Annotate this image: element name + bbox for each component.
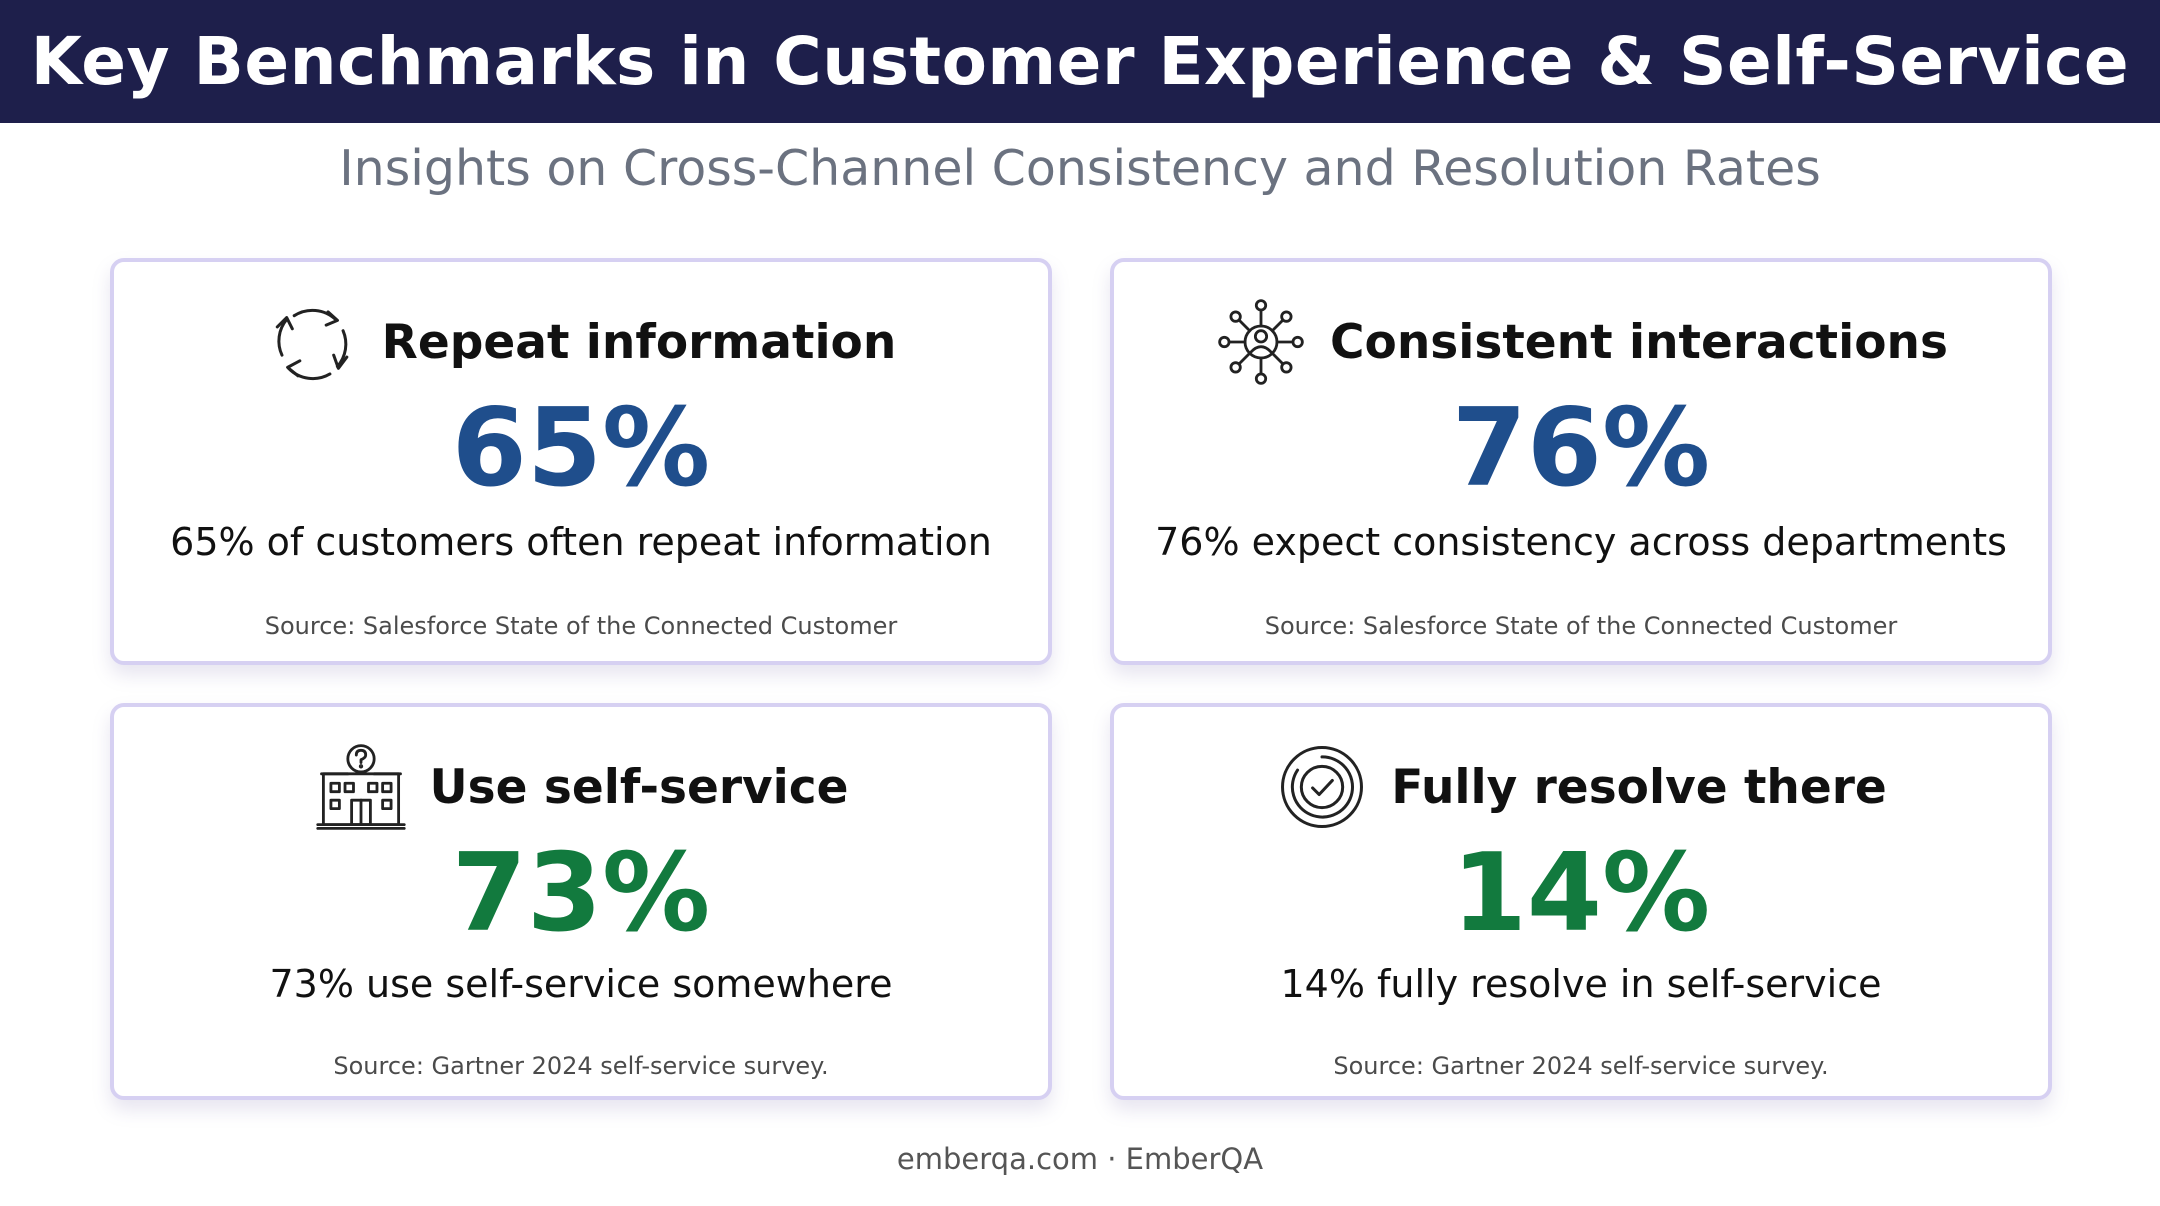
footer-credit: emberqa.com · EmberQA (896, 1142, 1264, 1176)
card-source: Source: Gartner 2024 self-service survey… (333, 1052, 829, 1080)
card-source: Source: Salesforce State of the Connecte… (1264, 612, 1898, 640)
stat-card-use-self-service: Use self-service 73% 73% use self-servic… (110, 703, 1052, 1100)
network-hub-icon (1214, 295, 1308, 389)
stat-card-fully-resolve-there: Fully resolve there 14% 14% fully resolv… (1110, 703, 2052, 1100)
check-circle-icon (1275, 740, 1369, 834)
refresh-cycle-icon (266, 295, 360, 389)
card-title: Consistent interactions (1330, 314, 1948, 370)
card-title: Fully resolve there (1391, 759, 1887, 815)
stat-card-repeat-information: Repeat information 65% 65% of customers … (110, 258, 1052, 665)
card-source: Source: Salesforce State of the Connecte… (264, 612, 898, 640)
header-banner: Key Benchmarks in Customer Experience & … (0, 0, 2160, 123)
stat-card-consistent-interactions: Consistent interactions 76% 76% expect c… (1110, 258, 2052, 665)
card-title-row: Consistent interactions (1114, 292, 2048, 392)
card-description: 14% fully resolve in self-service (1280, 962, 1882, 1006)
card-source: Source: Gartner 2024 self-service survey… (1333, 1052, 1829, 1080)
card-value: 73% (451, 831, 711, 956)
page-subtitle: Insights on Cross-Channel Consistency an… (339, 140, 1821, 197)
card-description: 76% expect consistency across department… (1155, 520, 2007, 564)
card-description: 73% use self-service somewhere (269, 962, 893, 1006)
card-title: Use self-service (429, 759, 849, 815)
card-value: 14% (1451, 831, 1711, 956)
card-title-row: Repeat information (114, 292, 1048, 392)
card-value: 65% (451, 386, 711, 511)
card-value: 76% (1451, 386, 1711, 511)
card-title-row: Fully resolve there (1114, 737, 2048, 837)
page-title: Key Benchmarks in Customer Experience & … (30, 23, 2130, 100)
card-description: 65% of customers often repeat informatio… (170, 520, 992, 564)
card-title-row: Use self-service (114, 737, 1048, 837)
building-question-icon (314, 740, 408, 834)
card-title: Repeat information (381, 314, 897, 370)
